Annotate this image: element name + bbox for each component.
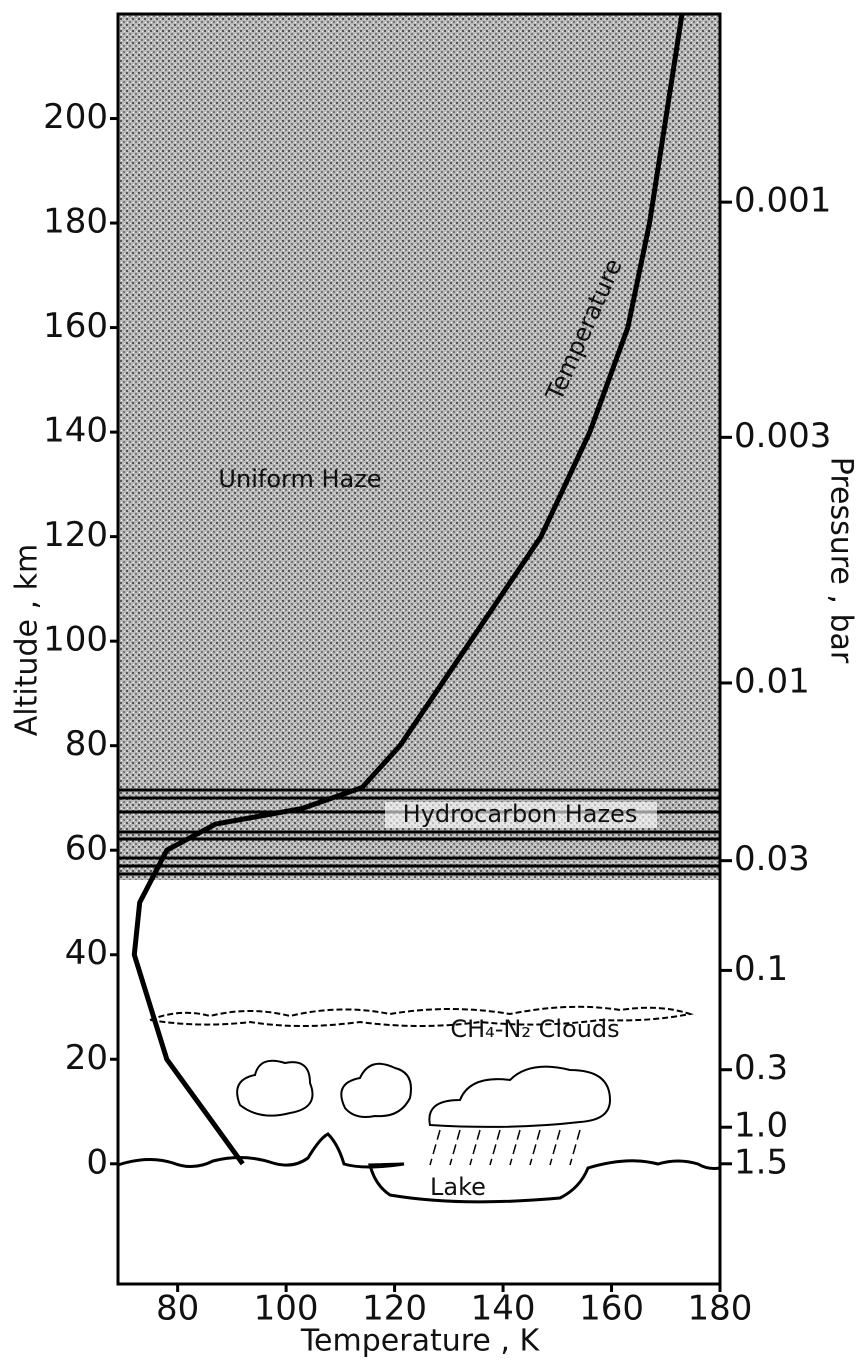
- y-tick-label: 200: [43, 97, 108, 137]
- terrain: [117, 1132, 721, 1204]
- y-tick-label: 140: [43, 411, 108, 451]
- x-tick-label: 80: [156, 1289, 199, 1329]
- y2-tick-label: 0.001: [734, 181, 831, 221]
- annotation: Uniform Haze: [218, 465, 381, 493]
- y2-tick-label: 0.3: [734, 1048, 788, 1088]
- x-axis-title: Temperature , K: [300, 1324, 541, 1359]
- y2-tick-label: 1.0: [734, 1106, 788, 1146]
- x-tick-label: 140: [471, 1289, 536, 1329]
- haze-shading: [118, 14, 720, 880]
- storm-cloud: [428, 1065, 612, 1128]
- y-axis-title: Altitude , km: [10, 544, 45, 736]
- temperature-curve: [131, 13, 685, 1166]
- label-bg: [385, 802, 657, 828]
- x-tick-label: 100: [254, 1289, 319, 1329]
- cloud: [236, 1059, 314, 1117]
- cloud-layer: [146, 1005, 694, 1027]
- lower-atmosphere: [118, 880, 720, 1284]
- annotation: Lake: [430, 1173, 486, 1201]
- x-tick-label: 160: [579, 1289, 644, 1329]
- cloud: [340, 1062, 412, 1118]
- y-tick-label: 40: [65, 933, 108, 973]
- y-tick-label: 120: [43, 515, 108, 555]
- y2-axis-title: Pressure , bar: [824, 457, 859, 664]
- x-tick-label: 120: [362, 1289, 427, 1329]
- y-tick-label: 80: [65, 724, 108, 764]
- y-tick-label: 20: [65, 1038, 108, 1078]
- plot-frame: [116, 12, 722, 1286]
- y-tick-label: 100: [43, 620, 108, 660]
- y-tick-label: 60: [65, 829, 108, 869]
- y2-tick-label: 0.1: [734, 949, 788, 989]
- y-tick-label: 180: [43, 202, 108, 242]
- x-tick-label: 180: [688, 1289, 753, 1329]
- y2-tick-label: 0.01: [734, 661, 810, 701]
- y2-tick-label: 0.03: [734, 839, 810, 879]
- y2-tick-label: 1.5: [734, 1142, 788, 1182]
- y-tick-label: 160: [43, 306, 108, 346]
- rain: [429, 1129, 581, 1166]
- annotation: Hydrocarbon Hazes: [403, 800, 638, 828]
- y-tick-label: 0: [86, 1142, 108, 1182]
- y2-tick-label: 0.003: [734, 416, 831, 456]
- annotation: CH₄-N₂ Clouds: [450, 1015, 619, 1043]
